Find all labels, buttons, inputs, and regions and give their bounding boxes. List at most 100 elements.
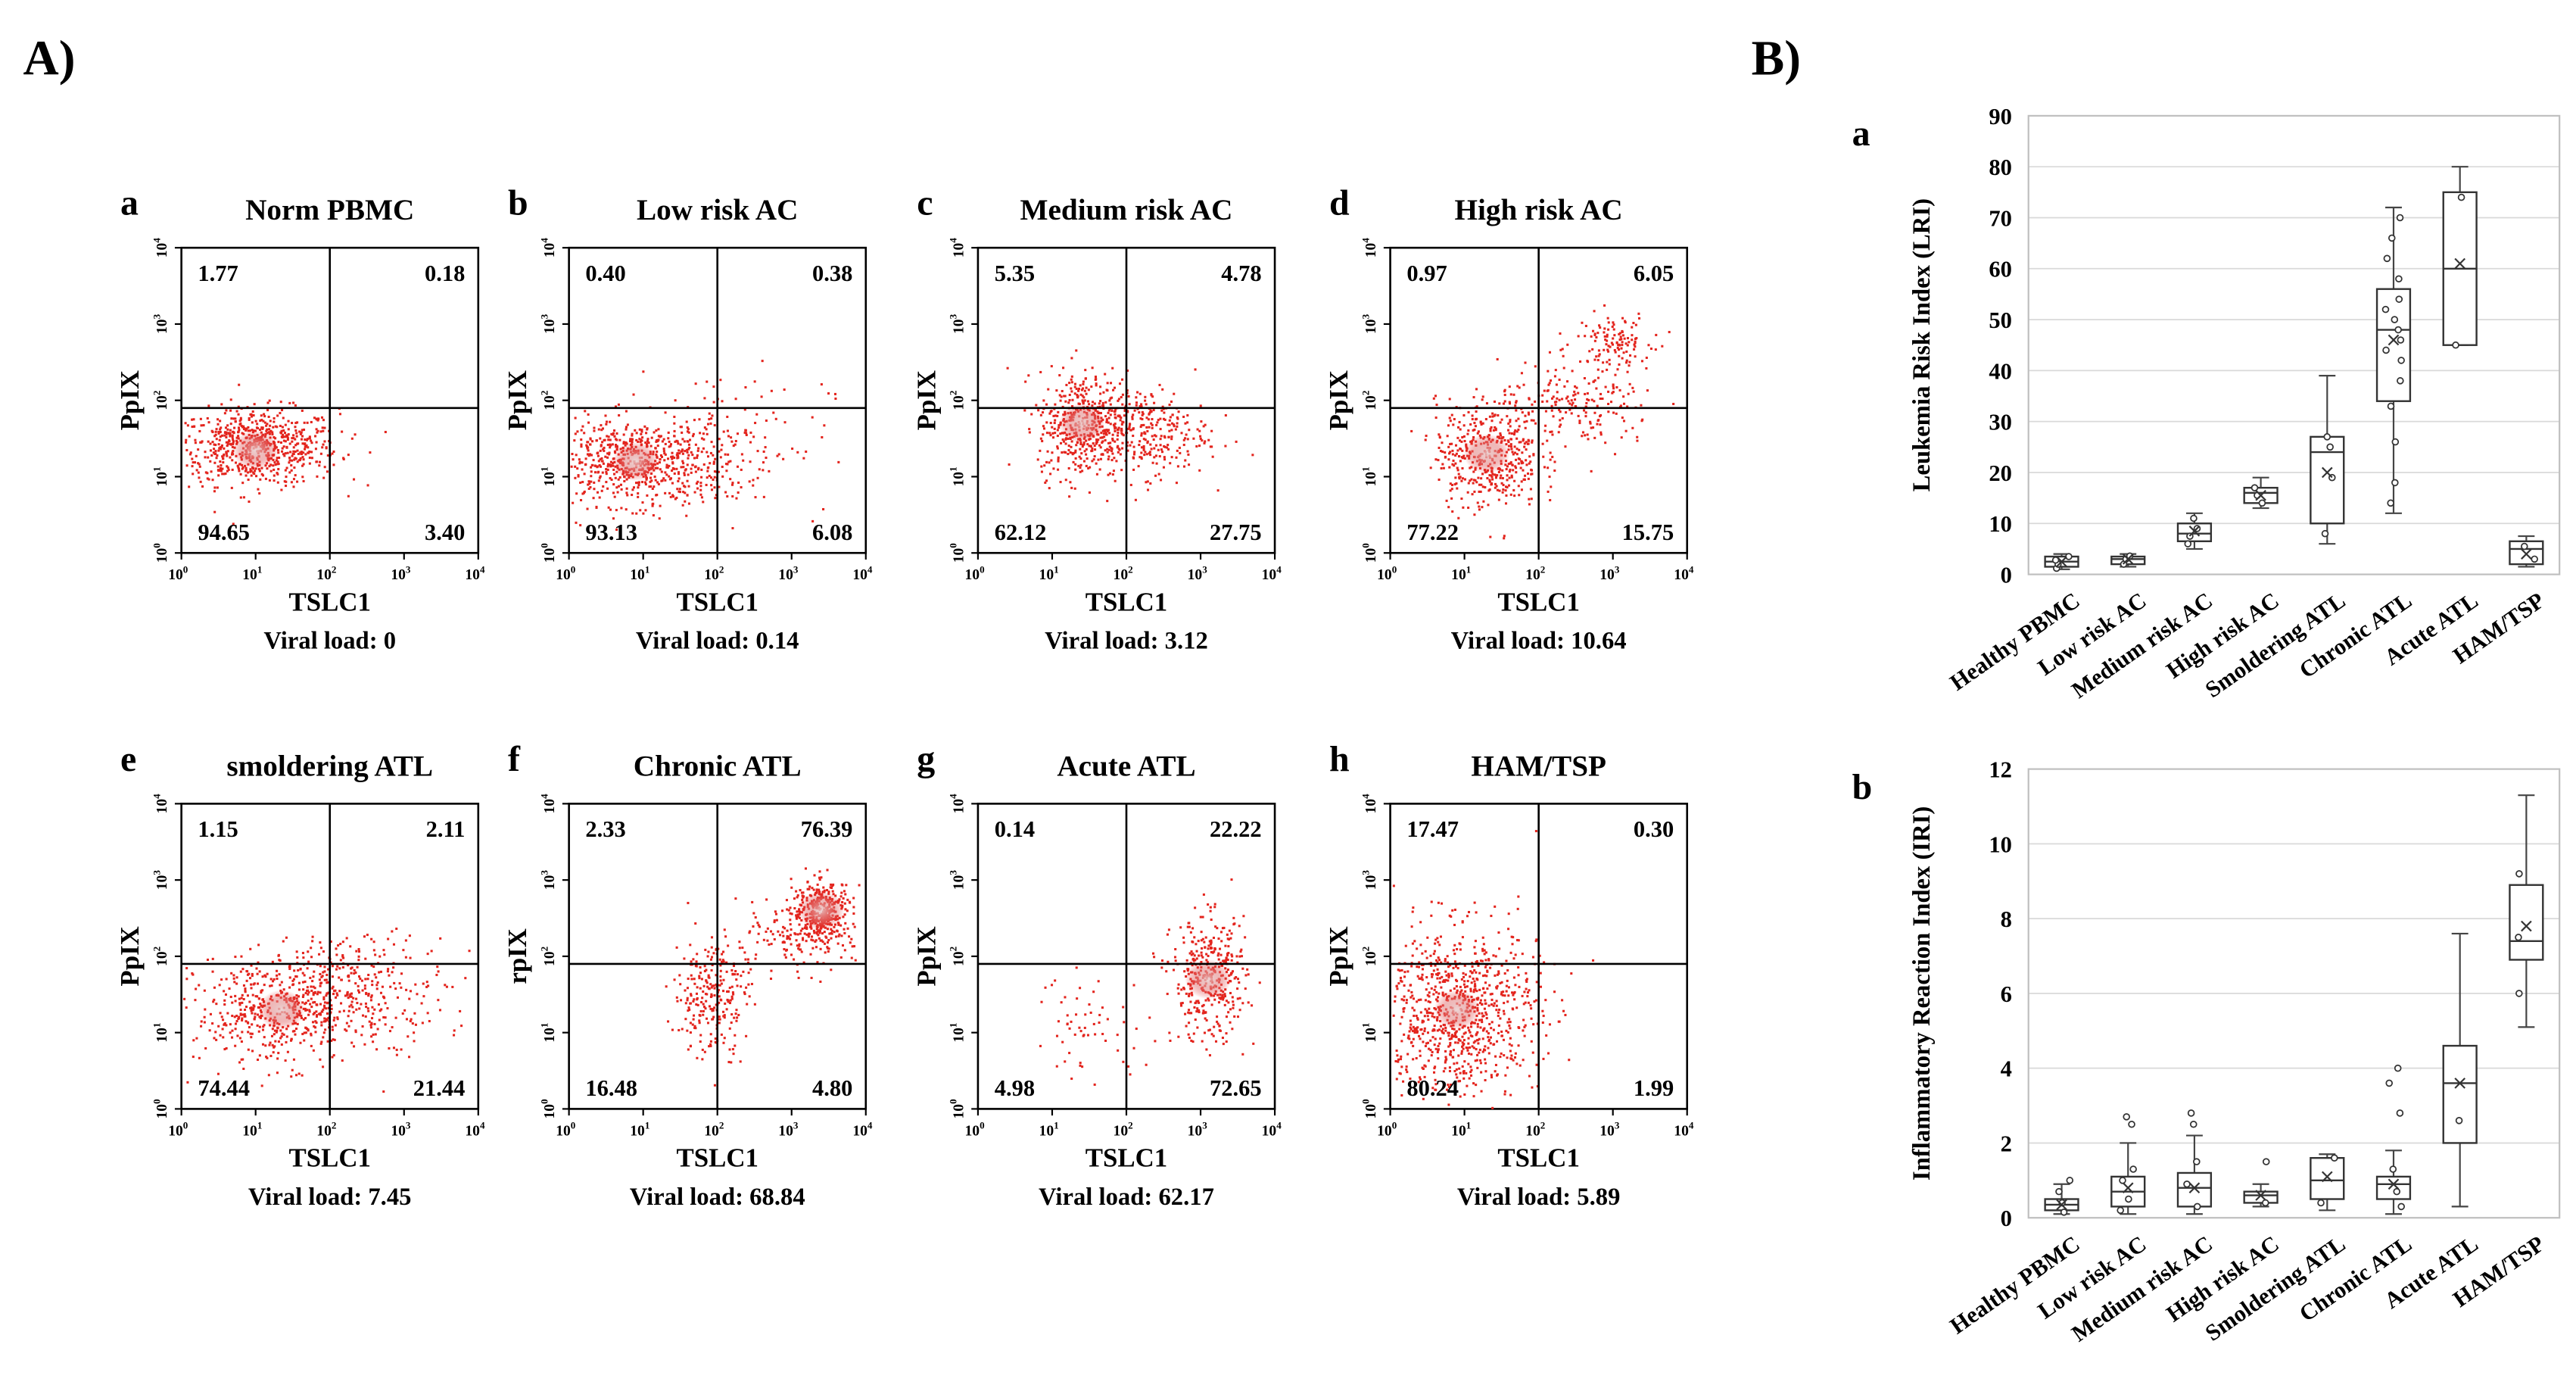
event-dot <box>719 969 722 972</box>
event-dot <box>608 453 611 456</box>
event-dot <box>226 424 229 427</box>
event-dot <box>1082 396 1086 399</box>
event-dot <box>612 491 615 494</box>
event-dot <box>1107 448 1110 451</box>
event-dot <box>793 906 796 910</box>
event-dot <box>408 997 411 1000</box>
event-dot <box>665 463 668 466</box>
event-dot <box>395 1048 398 1051</box>
event-dot <box>574 465 577 468</box>
event-dot <box>1076 393 1079 397</box>
quadrant-lower-right: 4.80 <box>812 1075 852 1101</box>
event-dot <box>590 454 593 457</box>
quadrant-lower-right: 21.44 <box>413 1075 466 1101</box>
event-dot <box>227 468 230 471</box>
event-dot <box>1132 413 1135 416</box>
event-dot <box>257 944 260 947</box>
event-dot <box>689 1044 692 1047</box>
event-dot <box>659 435 662 438</box>
x-axis-label: TSLC1 <box>676 1143 758 1173</box>
event-dot <box>1048 461 1051 464</box>
event-dot <box>571 452 574 456</box>
event-dot <box>1213 903 1216 906</box>
event-dot <box>245 466 248 469</box>
event-dot <box>356 1002 359 1005</box>
event-dot <box>600 489 603 492</box>
event-dot <box>312 991 315 994</box>
quadrant-lower-right: 6.08 <box>812 519 852 545</box>
event-dot <box>757 932 760 935</box>
event-dot <box>394 1016 397 1019</box>
event-dot <box>1500 434 1503 437</box>
event-dot <box>1589 422 1592 425</box>
event-dot <box>632 393 635 396</box>
event-dot <box>439 937 442 940</box>
event-dot <box>1195 444 1198 448</box>
event-dot <box>644 441 647 444</box>
event-dot <box>1099 385 1102 388</box>
event-dot <box>1476 432 1479 435</box>
event-dot <box>277 954 280 957</box>
event-dot <box>813 874 816 877</box>
x-tick-label: 104 <box>465 563 485 583</box>
event-dot <box>1497 414 1500 417</box>
event-dot <box>218 447 221 450</box>
event-dot <box>294 438 297 441</box>
event-dot <box>1113 410 1116 413</box>
event-dot <box>696 1056 699 1059</box>
event-dot <box>1070 440 1073 443</box>
event-dot <box>236 1034 239 1037</box>
event-dot <box>1090 450 1093 453</box>
y-tick-label: 104 <box>151 238 170 258</box>
event-dot <box>1614 351 1617 354</box>
event-dot <box>223 1003 226 1006</box>
event-dot <box>1251 1004 1254 1007</box>
event-dot <box>257 1006 260 1009</box>
event-dot <box>414 983 417 986</box>
event-dot <box>1129 429 1132 432</box>
event-dot <box>258 970 261 973</box>
x-tick-label: 102 <box>704 563 724 583</box>
event-dot <box>691 435 694 438</box>
event-dot <box>342 956 345 959</box>
event-dot <box>315 417 318 420</box>
event-dot <box>744 958 747 961</box>
flow-panel-letter: a <box>120 183 139 223</box>
event-dot <box>371 980 374 983</box>
event-dot <box>369 999 372 1002</box>
event-dot <box>1487 489 1490 492</box>
event-dot <box>1155 423 1158 426</box>
event-dot <box>198 984 201 987</box>
event-dot <box>277 1052 280 1055</box>
event-dot <box>831 890 834 893</box>
event-dot <box>1107 473 1110 476</box>
event-dot <box>374 1033 377 1036</box>
event-dot <box>1070 445 1073 448</box>
event-dot <box>1024 380 1027 383</box>
event-dot <box>613 429 616 432</box>
event-dot <box>1519 441 1522 444</box>
event-dot <box>1104 401 1107 404</box>
event-dot <box>1607 410 1610 413</box>
event-dot <box>827 891 830 894</box>
event-dot <box>291 1068 294 1071</box>
event-dot <box>789 919 792 922</box>
y-tick-label: 104 <box>538 794 558 814</box>
event-dot <box>746 958 749 961</box>
y-tick-label: 103 <box>538 313 558 334</box>
event-dot <box>404 956 407 959</box>
event-dot <box>1073 385 1076 388</box>
event-dot <box>1629 354 1632 357</box>
density-core <box>232 430 279 470</box>
event-dot <box>1507 444 1510 448</box>
event-dot <box>1151 435 1154 438</box>
event-dot <box>682 466 685 469</box>
event-dot <box>649 476 652 479</box>
event-dot <box>1167 448 1170 451</box>
event-dot <box>1196 428 1199 431</box>
event-dot <box>1618 332 1621 335</box>
event-dot <box>292 485 295 488</box>
event-dot <box>1503 388 1506 391</box>
event-dot <box>721 444 724 447</box>
event-dot <box>370 1035 373 1038</box>
